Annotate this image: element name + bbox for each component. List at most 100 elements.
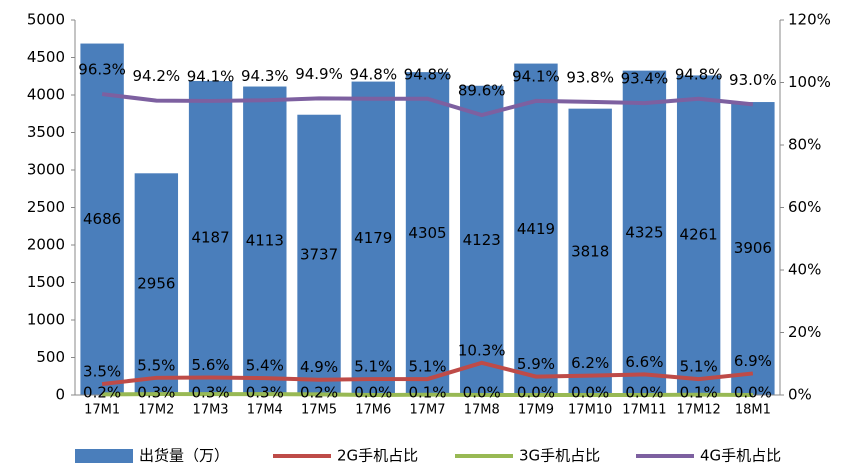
y2-tick-label: 120% bbox=[788, 11, 831, 29]
line-value-label: 0.3% bbox=[192, 384, 230, 402]
bar bbox=[622, 70, 667, 395]
line-value-label: 5.6% bbox=[192, 356, 230, 374]
line-value-label: 0.2% bbox=[300, 384, 338, 402]
line-value-label: 94.9% bbox=[295, 65, 343, 83]
y-tick-label: 3500 bbox=[27, 123, 65, 141]
line-value-label: 6.2% bbox=[571, 354, 609, 372]
line-value-label: 94.8% bbox=[404, 65, 452, 83]
line-value-label: 0.0% bbox=[625, 384, 663, 402]
line-value-label: 6.9% bbox=[734, 352, 772, 370]
legend-label: 4G手机占比 bbox=[700, 447, 781, 465]
line-value-label: 5.9% bbox=[517, 355, 555, 373]
bar-value-label: 4261 bbox=[680, 226, 718, 244]
line-value-label: 5.1% bbox=[680, 358, 718, 376]
y-tick-label: 0 bbox=[55, 386, 65, 404]
bar bbox=[514, 63, 558, 395]
y2-tick-label: 80% bbox=[788, 136, 821, 154]
line-value-label: 6.6% bbox=[625, 353, 663, 371]
y-tick-label: 500 bbox=[36, 348, 65, 366]
bar-value-label: 3818 bbox=[571, 242, 609, 260]
x-tick-label: 17M7 bbox=[409, 403, 445, 418]
x-tick-label: 17M8 bbox=[464, 403, 500, 418]
bar bbox=[731, 102, 775, 396]
bar bbox=[297, 114, 341, 395]
bar-value-label: 4113 bbox=[246, 231, 284, 249]
y-tick-label: 2500 bbox=[27, 198, 65, 216]
line-value-label: 96.3% bbox=[78, 61, 126, 79]
line-value-label: 0.0% bbox=[463, 384, 501, 402]
y-tick-label: 4500 bbox=[27, 48, 65, 66]
bar bbox=[243, 86, 287, 396]
line-value-label: 0.0% bbox=[734, 384, 772, 402]
bar-value-label: 4305 bbox=[408, 224, 446, 242]
x-tick-label: 17M4 bbox=[247, 403, 283, 418]
x-tick-label: 17M10 bbox=[568, 403, 612, 418]
line-value-label: 94.1% bbox=[512, 67, 560, 85]
x-tick-label: 17M6 bbox=[355, 403, 391, 418]
line-value-label: 0.3% bbox=[246, 384, 284, 402]
bar-value-label: 4325 bbox=[625, 223, 663, 241]
x-tick-label: 17M2 bbox=[138, 403, 174, 418]
y-tick-label: 2000 bbox=[27, 236, 65, 254]
line-value-label: 94.2% bbox=[133, 67, 181, 85]
bar-value-label: 4123 bbox=[463, 231, 501, 249]
line-value-label: 94.8% bbox=[675, 65, 723, 83]
line-value-label: 5.4% bbox=[246, 357, 284, 375]
line-value-label: 89.6% bbox=[458, 82, 506, 100]
line-value-label: 0.1% bbox=[408, 384, 446, 402]
bar-value-label: 3906 bbox=[734, 239, 772, 257]
bar bbox=[134, 173, 179, 395]
bar bbox=[405, 72, 450, 395]
x-tick-label: 17M3 bbox=[193, 403, 229, 418]
y2-tick-label: 20% bbox=[788, 323, 821, 341]
line-value-label: 0.0% bbox=[517, 384, 555, 402]
legend-label: 3G手机占比 bbox=[519, 447, 600, 465]
x-tick-label: 17M9 bbox=[518, 403, 554, 418]
line-value-label: 5.1% bbox=[354, 358, 392, 376]
y-tick-label: 1500 bbox=[27, 273, 65, 291]
line-value-label: 0.0% bbox=[571, 384, 609, 402]
x-tick-label: 18M1 bbox=[735, 403, 771, 418]
line-value-label: 93.4% bbox=[621, 70, 669, 88]
y2-tick-label: 100% bbox=[788, 73, 831, 91]
bar bbox=[351, 81, 395, 395]
line-value-label: 94.1% bbox=[187, 67, 235, 85]
line-value-label: 0.2% bbox=[83, 384, 121, 402]
line bbox=[102, 392, 753, 398]
line-value-label: 3.5% bbox=[83, 363, 121, 381]
x-tick-label: 17M12 bbox=[676, 403, 720, 418]
bar-value-label: 4419 bbox=[517, 220, 555, 238]
line-value-label: 93.8% bbox=[566, 68, 614, 86]
legend-label: 出货量（万） bbox=[139, 447, 229, 465]
legend-label: 2G手机占比 bbox=[337, 447, 418, 465]
line-value-label: 94.8% bbox=[349, 65, 397, 83]
line-value-label: 5.5% bbox=[137, 356, 175, 374]
bar bbox=[460, 85, 504, 396]
bar-value-label: 4187 bbox=[191, 228, 229, 246]
line-value-label: 5.1% bbox=[408, 358, 446, 376]
legend-swatch bbox=[75, 449, 133, 463]
bar bbox=[80, 43, 124, 396]
bar bbox=[568, 108, 612, 396]
y2-tick-label: 0% bbox=[788, 386, 812, 404]
line bbox=[101, 360, 754, 387]
bar bbox=[188, 80, 233, 395]
line-value-label: 0.3% bbox=[137, 384, 175, 402]
y-tick-label: 4000 bbox=[27, 86, 65, 104]
bar bbox=[676, 75, 721, 396]
line-value-label: 4.9% bbox=[300, 358, 338, 376]
line bbox=[101, 92, 754, 118]
y2-tick-label: 60% bbox=[788, 198, 821, 216]
y2-tick-label: 40% bbox=[788, 261, 821, 279]
y-tick-label: 5000 bbox=[27, 11, 65, 29]
y-tick-label: 1000 bbox=[27, 311, 65, 329]
bar-value-label: 4179 bbox=[354, 229, 392, 247]
x-tick-label: 17M11 bbox=[622, 403, 666, 418]
y-tick-label: 3000 bbox=[27, 161, 65, 179]
line-value-label: 93.0% bbox=[729, 71, 777, 89]
line-value-label: 94.3% bbox=[241, 67, 289, 85]
bar-value-label: 4686 bbox=[83, 210, 121, 228]
x-tick-label: 17M5 bbox=[301, 403, 337, 418]
line-value-label: 0.0% bbox=[354, 384, 392, 402]
